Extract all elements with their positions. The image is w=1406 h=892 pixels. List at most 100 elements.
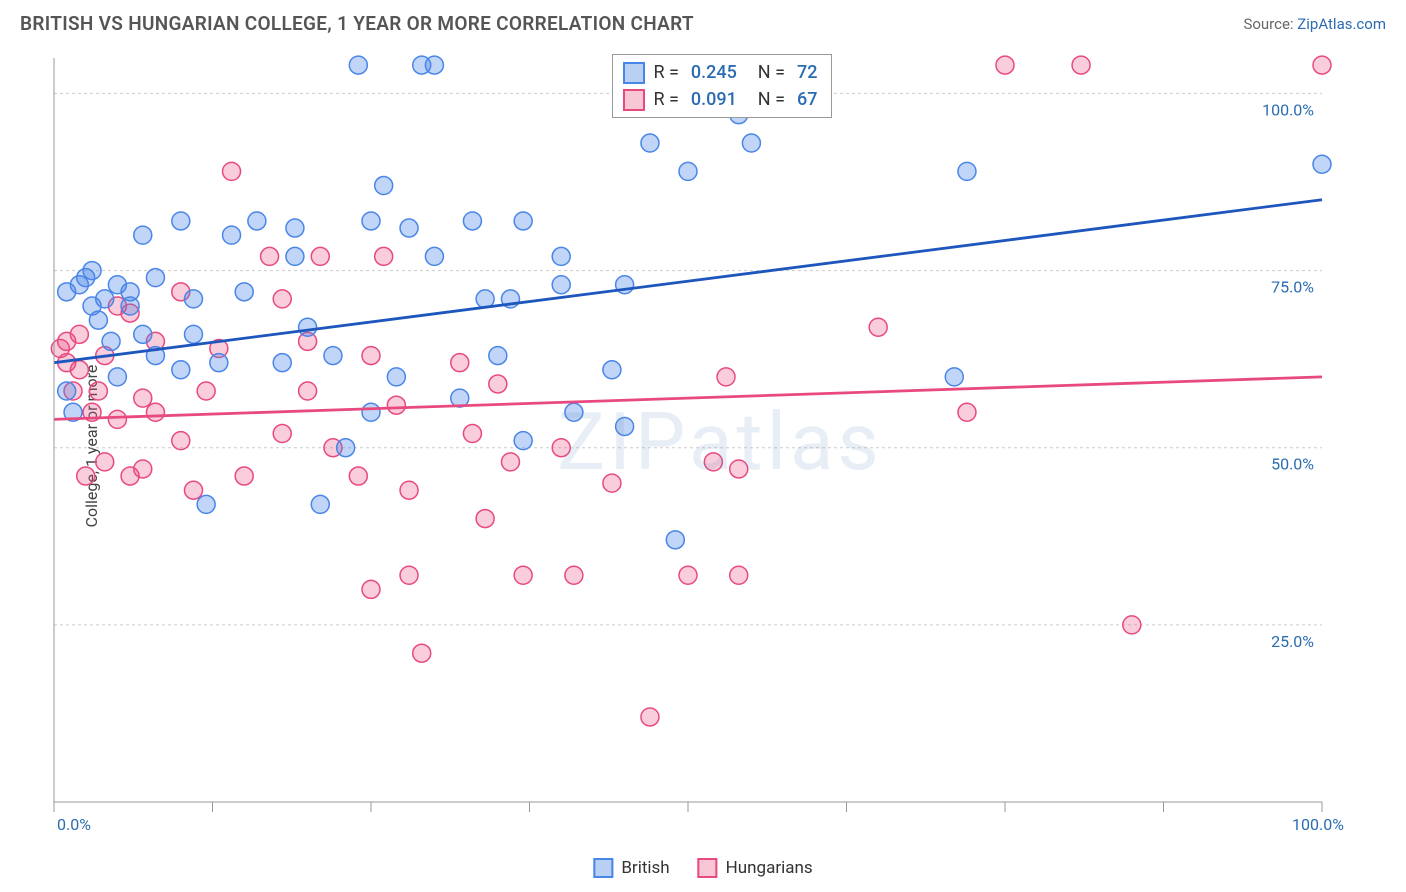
data-point <box>261 247 279 265</box>
data-point <box>273 290 291 308</box>
data-point <box>146 403 164 421</box>
data-point <box>666 531 684 549</box>
data-point <box>172 212 190 230</box>
data-point <box>210 354 228 372</box>
data-point <box>197 495 215 513</box>
stat-n-value: 67 <box>793 86 821 113</box>
data-point <box>463 212 481 230</box>
stat-n-label: N = <box>749 86 785 113</box>
data-point <box>375 247 393 265</box>
data-point <box>514 432 532 450</box>
data-point <box>375 177 393 195</box>
trend-line <box>54 200 1322 363</box>
stat-r-label: R = <box>653 59 678 86</box>
data-point <box>362 347 380 365</box>
data-point <box>1072 56 1090 74</box>
legend-label: Hungarians <box>726 858 813 878</box>
chart-header: BRITISH VS HUNGARIAN COLLEGE, 1 YEAR OR … <box>0 0 1406 43</box>
data-point <box>235 283 253 301</box>
svg-text:100.0%: 100.0% <box>1292 815 1344 832</box>
data-point <box>451 354 469 372</box>
data-point <box>248 212 266 230</box>
data-point <box>476 510 494 528</box>
data-point <box>387 368 405 386</box>
data-point <box>565 403 583 421</box>
data-point <box>223 226 241 244</box>
data-point <box>273 425 291 443</box>
data-point <box>286 247 304 265</box>
chart-title: BRITISH VS HUNGARIAN COLLEGE, 1 YEAR OR … <box>20 12 694 35</box>
data-point <box>184 481 202 499</box>
data-point <box>134 389 152 407</box>
data-point <box>742 134 760 152</box>
data-point <box>102 332 120 350</box>
data-point <box>514 212 532 230</box>
legend-swatch <box>623 62 645 84</box>
data-point <box>616 417 634 435</box>
data-point <box>552 439 570 457</box>
stat-r-value: 0.245 <box>687 59 741 86</box>
legend-swatch <box>593 858 613 878</box>
source-link[interactable]: ZipAtlas.com <box>1297 15 1386 33</box>
legend-item: British <box>593 858 669 878</box>
data-point <box>641 134 659 152</box>
stat-r-label: R = <box>653 86 678 113</box>
data-point <box>172 432 190 450</box>
data-point <box>387 396 405 414</box>
data-point <box>362 403 380 421</box>
stats-legend-row: R = 0.091 N = 67 <box>623 86 821 113</box>
data-point <box>501 453 519 471</box>
source-prefix: Source: <box>1243 15 1297 33</box>
data-point <box>400 566 418 584</box>
data-point <box>70 361 88 379</box>
svg-text:75.0%: 75.0% <box>1271 278 1314 297</box>
svg-text:100.0%: 100.0% <box>1262 100 1314 119</box>
data-point <box>679 162 697 180</box>
scatter-chart: 25.0%50.0%75.0%100.0%0.0%100.0% <box>48 52 1392 832</box>
data-point <box>730 566 748 584</box>
data-point <box>273 354 291 372</box>
data-point <box>400 219 418 237</box>
data-point <box>425 247 443 265</box>
stat-r-value: 0.091 <box>687 86 741 113</box>
data-point <box>996 56 1014 74</box>
stats-legend: R = 0.245 N = 72R = 0.091 N = 67 <box>612 54 832 118</box>
data-point <box>134 325 152 343</box>
data-point <box>286 219 304 237</box>
data-point <box>223 162 241 180</box>
data-point <box>83 262 101 280</box>
data-point <box>108 368 126 386</box>
data-point <box>349 56 367 74</box>
data-point <box>489 375 507 393</box>
data-point <box>96 290 114 308</box>
data-point <box>197 382 215 400</box>
stat-n-label: N = <box>749 59 785 86</box>
data-point <box>1123 616 1141 634</box>
data-point <box>299 318 317 336</box>
data-point <box>362 212 380 230</box>
data-point <box>77 467 95 485</box>
data-point <box>869 318 887 336</box>
data-point <box>958 403 976 421</box>
source-credit: Source: ZipAtlas.com <box>1243 15 1386 33</box>
data-point <box>603 474 621 492</box>
data-point <box>958 162 976 180</box>
data-point <box>324 347 342 365</box>
data-point <box>58 382 76 400</box>
data-point <box>70 325 88 343</box>
data-point <box>489 347 507 365</box>
series-legend: British Hungarians <box>593 858 812 878</box>
data-point <box>641 708 659 726</box>
legend-swatch <box>623 89 645 111</box>
data-point <box>945 368 963 386</box>
data-point <box>184 290 202 308</box>
data-point <box>235 467 253 485</box>
data-point <box>362 580 380 598</box>
data-point <box>1313 56 1331 74</box>
data-point <box>134 460 152 478</box>
data-point <box>565 566 583 584</box>
data-point <box>146 269 164 287</box>
data-point <box>121 283 139 301</box>
data-point <box>425 56 443 74</box>
svg-text:50.0%: 50.0% <box>1271 455 1314 474</box>
